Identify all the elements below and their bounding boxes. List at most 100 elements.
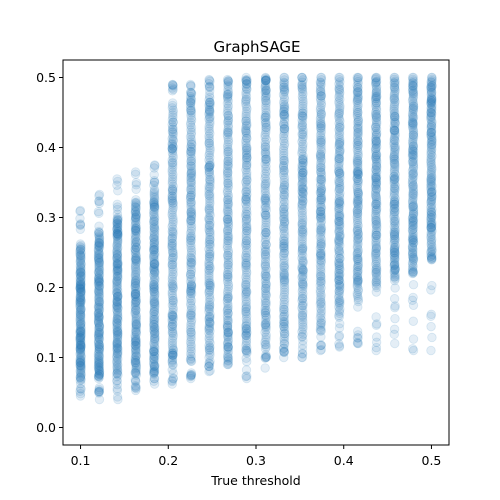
data-point <box>204 75 215 86</box>
data-point <box>131 316 141 327</box>
data-point <box>371 230 381 240</box>
data-point <box>186 369 197 380</box>
data-point <box>94 358 105 369</box>
data-point <box>94 189 105 200</box>
data-point <box>186 106 196 116</box>
data-point <box>94 208 104 219</box>
data-point <box>186 296 197 306</box>
data-point <box>131 368 141 379</box>
data-point <box>113 312 123 322</box>
data-point <box>75 332 86 342</box>
data-point <box>130 357 141 368</box>
data-point <box>149 305 160 315</box>
data-point <box>131 296 141 306</box>
data-point <box>76 268 86 278</box>
data-point <box>93 241 104 251</box>
data-point <box>113 290 123 301</box>
data-point <box>204 97 215 108</box>
data-point <box>94 311 104 322</box>
data-point <box>222 214 233 224</box>
data-point <box>186 245 197 255</box>
data-point <box>113 230 123 240</box>
data-point <box>131 219 141 229</box>
data-point <box>76 263 86 274</box>
data-point <box>168 136 178 146</box>
data-point <box>130 216 140 226</box>
data-point <box>76 262 86 273</box>
data-point <box>131 355 141 366</box>
data-point <box>205 249 215 259</box>
data-point <box>75 357 85 368</box>
data-point <box>186 281 197 292</box>
data-point <box>94 196 104 206</box>
data-point <box>168 247 178 257</box>
data-point <box>242 209 252 220</box>
data-point <box>76 361 86 371</box>
data-point <box>94 386 104 397</box>
data-point <box>94 360 104 370</box>
data-point <box>94 283 104 293</box>
data-point <box>94 387 104 397</box>
data-point <box>75 299 85 309</box>
data-point <box>205 176 215 187</box>
data-point <box>149 208 160 218</box>
data-point <box>205 317 215 328</box>
data-point <box>94 287 104 297</box>
data-point <box>112 231 123 241</box>
data-point <box>93 286 104 296</box>
data-point <box>205 331 215 341</box>
data-point <box>222 171 233 181</box>
data-point <box>186 122 197 133</box>
data-point <box>186 279 197 289</box>
data-point <box>150 360 160 371</box>
data-point <box>185 337 196 347</box>
data-point <box>131 315 141 325</box>
data-point <box>94 297 105 307</box>
data-point <box>186 264 197 275</box>
data-point <box>94 329 105 339</box>
data-point <box>75 245 85 256</box>
data-point <box>75 265 86 275</box>
data-point <box>408 181 418 191</box>
data-point <box>131 336 141 347</box>
data-point <box>149 346 159 357</box>
data-point <box>131 301 141 311</box>
data-point <box>260 92 271 102</box>
data-point <box>186 368 197 378</box>
data-point <box>113 264 123 275</box>
data-point <box>75 354 85 364</box>
data-point <box>279 119 289 130</box>
data-point <box>75 279 86 290</box>
data-point <box>204 138 214 148</box>
data-point <box>75 328 86 339</box>
data-point <box>149 330 160 340</box>
data-point <box>149 308 159 318</box>
data-point <box>168 131 178 142</box>
data-point <box>167 321 177 332</box>
data-point <box>130 225 141 236</box>
data-point <box>131 334 141 344</box>
data-point <box>205 152 215 163</box>
data-point <box>150 310 160 320</box>
data-point <box>149 263 159 273</box>
data-point <box>223 346 234 357</box>
data-point <box>167 267 178 277</box>
data-point <box>223 260 233 270</box>
data-point <box>185 235 196 245</box>
data-point <box>130 255 141 265</box>
data-point <box>204 190 214 200</box>
data-point <box>168 153 178 163</box>
data-point <box>112 261 123 272</box>
data-point <box>223 279 234 289</box>
data-point <box>131 348 141 358</box>
data-point <box>150 273 160 283</box>
data-point <box>149 265 160 276</box>
data-point <box>408 266 418 277</box>
data-point <box>168 145 178 156</box>
data-point <box>94 319 104 330</box>
data-point <box>94 341 104 351</box>
data-point <box>204 160 215 171</box>
data-point <box>149 350 159 360</box>
data-point <box>204 316 215 327</box>
data-point <box>113 225 123 236</box>
